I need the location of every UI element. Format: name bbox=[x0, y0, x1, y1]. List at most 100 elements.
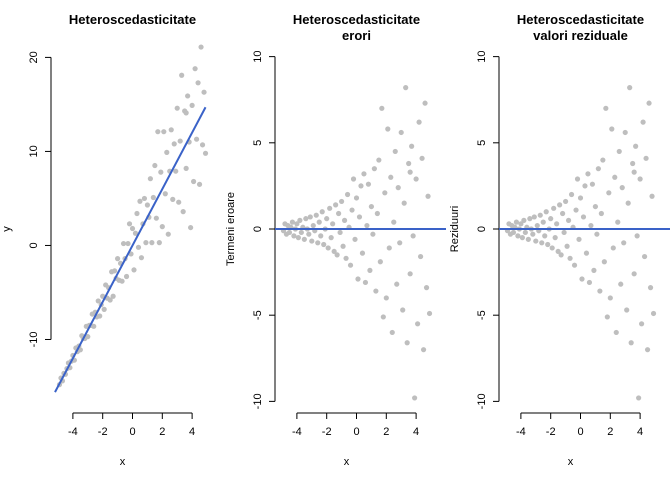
data-point bbox=[328, 235, 334, 241]
data-point bbox=[562, 198, 569, 205]
data-point bbox=[625, 200, 631, 206]
data-point bbox=[410, 233, 416, 239]
data-point bbox=[586, 279, 593, 286]
data-point bbox=[573, 207, 579, 213]
data-point bbox=[610, 245, 616, 251]
data-point bbox=[355, 276, 361, 282]
data-point bbox=[159, 224, 165, 230]
data-point bbox=[191, 178, 197, 185]
data-point bbox=[420, 347, 427, 353]
data-point bbox=[180, 209, 186, 215]
data-point bbox=[97, 313, 103, 319]
data-point bbox=[95, 298, 101, 304]
data-point bbox=[565, 217, 572, 223]
data-point bbox=[412, 395, 418, 401]
data-point bbox=[555, 248, 561, 255]
data-point bbox=[582, 183, 588, 189]
data-point bbox=[129, 225, 136, 232]
data-point bbox=[376, 157, 382, 163]
data-point bbox=[343, 255, 349, 261]
data-point bbox=[341, 217, 348, 223]
data-point bbox=[634, 233, 640, 239]
data-point bbox=[560, 210, 566, 217]
data-point bbox=[607, 295, 613, 301]
data-point bbox=[631, 169, 637, 175]
y-tick-label: 10 bbox=[252, 50, 264, 62]
data-point bbox=[583, 250, 590, 256]
data-point bbox=[392, 148, 398, 155]
data-point bbox=[177, 138, 183, 144]
data-point bbox=[135, 244, 142, 250]
data-point bbox=[513, 219, 520, 225]
data-point bbox=[126, 221, 133, 227]
data-point bbox=[649, 193, 655, 199]
data-point bbox=[294, 221, 300, 227]
data-point bbox=[595, 166, 601, 172]
data-point bbox=[162, 191, 168, 197]
x-axis-label: x bbox=[344, 456, 350, 468]
data-point bbox=[409, 143, 415, 149]
data-point bbox=[110, 293, 116, 299]
data-point bbox=[386, 245, 392, 251]
data-point bbox=[612, 174, 618, 180]
regression-line bbox=[54, 106, 207, 393]
data-point bbox=[331, 248, 337, 255]
data-point bbox=[324, 216, 330, 222]
data-point bbox=[196, 181, 203, 187]
data-point bbox=[141, 195, 148, 202]
data-points bbox=[504, 85, 657, 401]
data-point bbox=[589, 181, 596, 187]
data-points bbox=[56, 44, 209, 388]
data-point bbox=[338, 198, 345, 205]
data-point bbox=[377, 259, 383, 265]
data-point bbox=[120, 240, 127, 247]
data-point bbox=[628, 340, 634, 346]
data-point bbox=[415, 321, 421, 327]
x-tick-label: 2 bbox=[383, 426, 389, 438]
data-point bbox=[114, 256, 121, 262]
data-point bbox=[316, 219, 322, 225]
data-point bbox=[370, 231, 376, 237]
data-point bbox=[156, 240, 162, 246]
data-point bbox=[315, 240, 321, 246]
data-point bbox=[356, 214, 363, 220]
data-point bbox=[319, 209, 325, 215]
data-point bbox=[542, 233, 548, 239]
data-point bbox=[416, 119, 422, 125]
data-point bbox=[298, 229, 304, 236]
data-point bbox=[183, 110, 189, 116]
data-point bbox=[554, 221, 560, 227]
data-point bbox=[404, 340, 410, 346]
data-point bbox=[164, 149, 170, 155]
data-point bbox=[592, 203, 599, 210]
data-point bbox=[422, 100, 428, 106]
data-point bbox=[388, 174, 394, 180]
y-tick-label: 5 bbox=[252, 140, 264, 146]
data-point bbox=[591, 267, 597, 273]
data-point bbox=[132, 230, 139, 236]
data-point bbox=[615, 219, 621, 225]
x-tick-label: 0 bbox=[353, 426, 359, 438]
data-point bbox=[371, 166, 377, 172]
data-point bbox=[604, 314, 610, 320]
data-point bbox=[579, 276, 585, 282]
y-tick-label: -5 bbox=[476, 310, 488, 320]
x-tick-label: 0 bbox=[129, 426, 135, 438]
data-point bbox=[171, 141, 177, 147]
data-point bbox=[307, 214, 313, 220]
y-tick-label: 20 bbox=[28, 51, 40, 63]
data-point bbox=[537, 212, 543, 218]
data-point bbox=[407, 271, 413, 277]
data-point bbox=[303, 216, 309, 222]
data-point bbox=[577, 195, 584, 201]
data-point bbox=[198, 44, 204, 50]
data-point bbox=[291, 233, 297, 239]
data-point bbox=[382, 190, 388, 196]
y-tick-label: -10 bbox=[476, 393, 488, 409]
data-point bbox=[353, 195, 360, 201]
data-point bbox=[531, 214, 537, 220]
x-tick-label: -4 bbox=[516, 426, 526, 438]
y-tick-label: 0 bbox=[252, 226, 264, 232]
data-point bbox=[337, 229, 343, 236]
data-point bbox=[398, 129, 404, 136]
